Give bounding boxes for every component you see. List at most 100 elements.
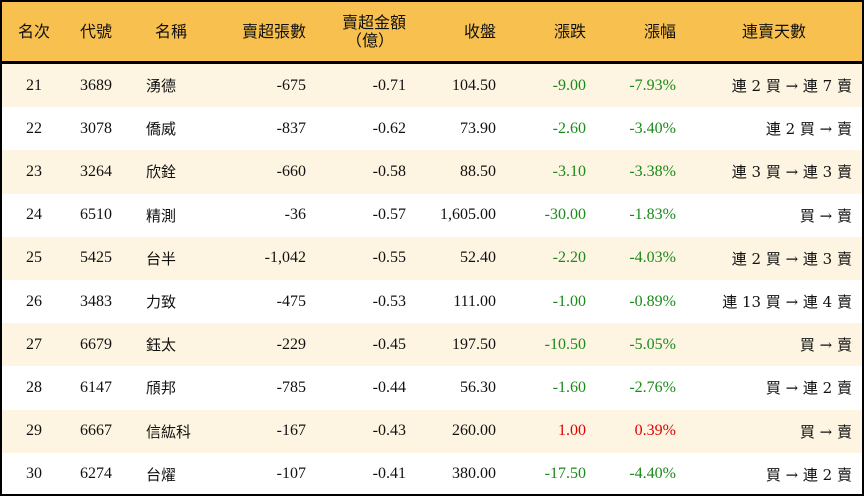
close-cell: 56.30 (460, 378, 496, 396)
table-header-row: 名次 代號 名稱 賣超張數 賣超金額 （億） 收盤 漲跌 漲幅 連賣天數 (2, 2, 862, 64)
sell-shares-cell: -837 (276, 119, 306, 137)
name-cell: 力致 (146, 293, 177, 312)
name-cell: 湧德 (126, 62, 216, 108)
sell-amount-cell: -0.71 (316, 62, 416, 108)
change-pct-cell: -5.05% (596, 323, 686, 367)
table-row: 29 6667 信紘科 -167 -0.43 260.00 1.00 0.39% 買 → 賣 (2, 409, 862, 453)
change-cell: -9.00 (506, 62, 596, 108)
code-cell: 6667 (66, 409, 126, 453)
table-row: 28 6147 頎邦 -785 -0.44 56.30 -1.60 -2.76% 買 → 連 2… (2, 366, 862, 409)
header-sell-amount-label: 賣超金額 (341, 12, 406, 32)
rank-cell: 27 (2, 323, 66, 367)
code-cell: 3483 (80, 292, 112, 310)
close-cell: 380.00 (452, 465, 496, 483)
name-cell: 鈺太 (126, 323, 216, 367)
change-cell: -2.20 (506, 236, 596, 280)
name-cell: 欣銓 (126, 150, 216, 194)
rank-cell: 23 (2, 150, 66, 194)
consecutive-days-cell: 連 2 買 → 賣 (765, 120, 852, 139)
sell-amount-cell: -0.41 (372, 465, 406, 483)
table-row: 22 3078 僑威 -837 -0.62 73.90 -2.60 -3.40% 連 2 買 →… (2, 107, 862, 150)
rank-cell: 30 (26, 465, 42, 483)
change-cell: -3.10 (506, 150, 596, 194)
close-cell: 104.50 (416, 62, 506, 108)
sell-amount-cell: -0.44 (372, 378, 406, 396)
header-close: 收盤 (416, 2, 506, 64)
code-cell: 3264 (66, 150, 126, 194)
code-cell: 6274 (80, 465, 112, 483)
close-cell: 73.90 (460, 119, 496, 137)
name-cell: 僑威 (146, 120, 177, 139)
sell-shares-cell: -229 (216, 323, 316, 367)
change-cell: -10.50 (506, 323, 596, 367)
consecutive-days-cell: 連 2 買 → 連 3 賣 (686, 236, 862, 280)
consecutive-days-cell: 連 3 買 → 連 3 賣 (686, 150, 862, 194)
table-row: 26 3483 力致 -475 -0.53 111.00 -1.00 -0.89% 連 13 買… (2, 280, 862, 323)
table-row: 23 3264 欣銓 -660 -0.58 88.50 -3.10 -3.38% 連 3 買 →… (2, 150, 862, 194)
header-sell-shares: 賣超張數 (216, 2, 316, 64)
code-cell: 6510 (80, 206, 112, 224)
rank-cell: 25 (2, 236, 66, 280)
change-pct-cell: -7.93% (596, 62, 686, 108)
change-cell: -30.00 (544, 206, 586, 224)
code-cell: 3078 (80, 119, 112, 137)
rank-cell: 28 (26, 378, 42, 396)
name-cell: 精測 (146, 206, 177, 225)
sell-shares-cell: -107 (276, 465, 306, 483)
consecutive-days-cell: 連 13 買 → 連 4 賣 (722, 293, 852, 312)
sell-amount-cell: -0.58 (316, 150, 416, 194)
close-cell: 197.50 (416, 323, 506, 367)
code-cell: 3689 (66, 62, 126, 108)
code-cell: 6147 (80, 378, 112, 396)
sell-shares-cell: -675 (216, 62, 316, 108)
change-pct-cell: -1.83% (629, 206, 676, 224)
change-cell: -17.50 (544, 465, 586, 483)
name-cell: 台半 (126, 236, 216, 280)
name-cell: 信紘科 (126, 409, 216, 453)
header-consecutive-days: 連賣天數 (686, 2, 862, 64)
table-row: 25 5425 台半 -1,042 -0.55 52.40 -2.20 -4.03% 連 2 買… (2, 236, 862, 280)
close-cell: 111.00 (453, 292, 496, 310)
rank-cell: 22 (26, 119, 42, 137)
header-rank: 名次 (2, 2, 66, 64)
table-row: 21 3689 湧德 -675 -0.71 104.50 -9.00 -7.93% 連 2 買 … (2, 62, 862, 108)
change-cell: -1.00 (552, 292, 586, 310)
close-cell: 1,605.00 (440, 206, 496, 224)
consecutive-days-cell: 買 → 賣 (799, 206, 852, 225)
header-change: 漲跌 (506, 2, 596, 64)
sell-shares-cell: -475 (276, 292, 306, 310)
sell-amount-cell: -0.62 (372, 119, 406, 137)
header-change-pct: 漲幅 (596, 2, 686, 64)
consecutive-days-cell: 買 → 賣 (686, 323, 862, 367)
name-cell: 台燿 (146, 465, 177, 484)
close-cell: 52.40 (416, 236, 506, 280)
consecutive-days-cell: 連 2 買 → 連 7 賣 (686, 62, 862, 108)
change-pct-cell: 0.39% (596, 409, 686, 453)
code-cell: 6679 (66, 323, 126, 367)
name-cell: 頎邦 (146, 379, 177, 398)
change-cell: -1.60 (552, 378, 586, 396)
header-code: 代號 (66, 2, 126, 64)
sell-shares-cell: -1,042 (216, 236, 316, 280)
rank-cell: 29 (2, 409, 66, 453)
change-pct-cell: -4.40% (629, 465, 676, 483)
header-name: 名稱 (126, 2, 216, 64)
change-pct-cell: -4.03% (596, 236, 686, 280)
consecutive-days-cell: 買 → 賣 (686, 409, 862, 453)
rank-cell: 21 (2, 62, 66, 108)
change-pct-cell: -3.40% (629, 119, 676, 137)
change-cell: -2.60 (552, 119, 586, 137)
table-row: 30 6274 台燿 -107 -0.41 380.00 -17.50 -4.40% 買 → 連… (2, 453, 862, 496)
change-cell: 1.00 (506, 409, 596, 453)
header-sell-amount-unit: （億） (345, 30, 394, 50)
sell-shares-cell: -36 (284, 206, 306, 224)
change-pct-cell: -0.89% (629, 292, 676, 310)
sell-amount-cell: -0.57 (372, 206, 406, 224)
sell-shares-cell: -785 (276, 378, 306, 396)
table-row: 24 6510 精測 -36 -0.57 1,605.00 -30.00 -1.83% 買 → … (2, 194, 862, 237)
sell-amount-cell: -0.43 (316, 409, 416, 453)
close-cell: 260.00 (416, 409, 506, 453)
sell-amount-cell: -0.45 (316, 323, 416, 367)
